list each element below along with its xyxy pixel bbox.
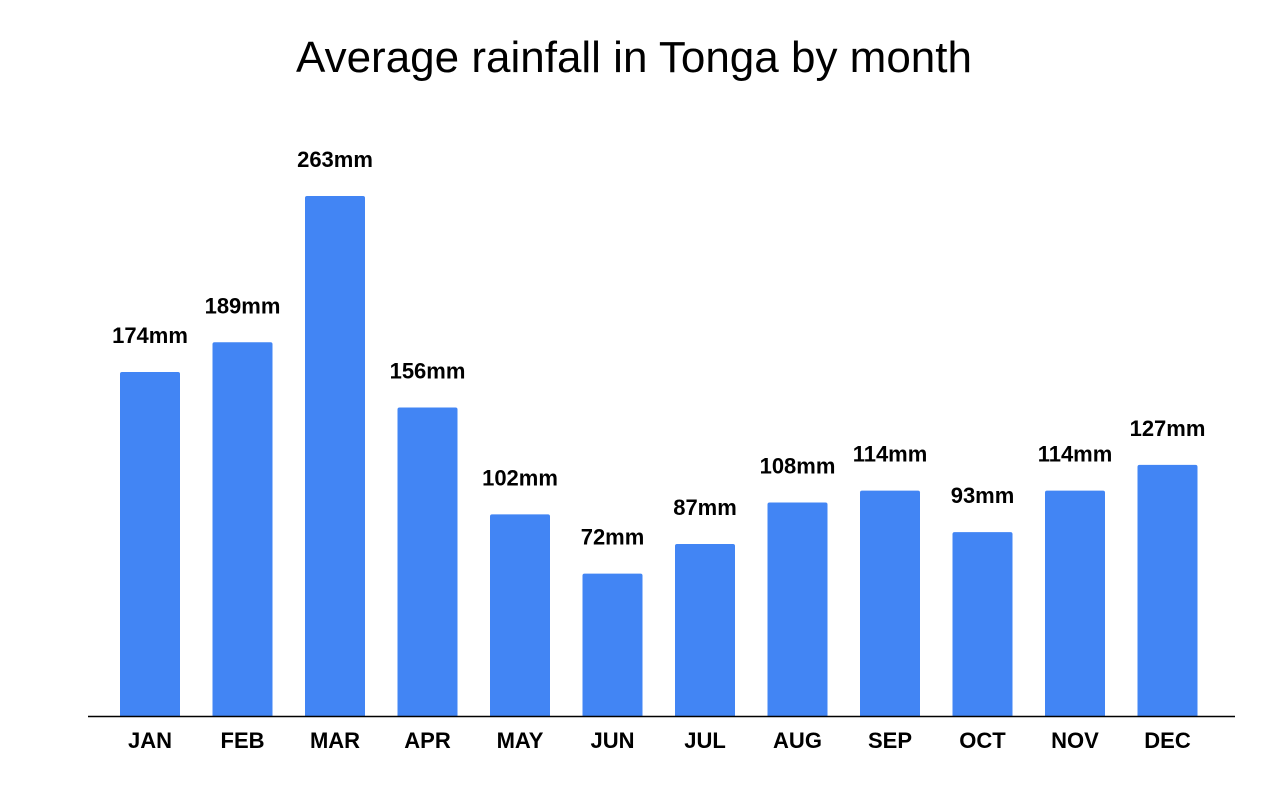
bar-jun: [582, 573, 643, 716]
x-tick-label-mar: MAR: [310, 728, 360, 753]
x-tick-label-apr: APR: [404, 728, 451, 753]
data-label-apr: 156mm: [390, 359, 466, 384]
x-tick-label-feb: FEB: [221, 728, 265, 753]
data-label-oct: 93mm: [951, 483, 1015, 508]
x-tick-label-oct: OCT: [959, 728, 1006, 753]
data-label-aug: 108mm: [760, 453, 836, 478]
bar-sep: [860, 490, 920, 716]
x-tick-label-aug: AUG: [773, 728, 822, 753]
x-tick-label-jun: JUN: [590, 728, 634, 753]
data-label-nov: 114mm: [1038, 442, 1113, 467]
x-tick-label-nov: NOV: [1051, 728, 1099, 753]
bar-apr: [397, 407, 458, 716]
data-label-mar: 263mm: [297, 147, 373, 172]
bar-may: [490, 514, 550, 716]
bar-aug: [767, 502, 828, 716]
bar-jan: [120, 371, 180, 716]
bar-dec: [1137, 464, 1198, 716]
data-label-jul: 87mm: [673, 495, 737, 520]
x-tick-label-sep: SEP: [868, 728, 912, 753]
data-label-may: 102mm: [482, 465, 558, 490]
data-label-jan: 174mm: [112, 323, 188, 348]
chart-title: Average rainfall in Tonga by month: [296, 33, 972, 82]
data-label-jun: 72mm: [581, 525, 645, 550]
data-label-dec: 127mm: [1130, 416, 1206, 441]
data-label-feb: 189mm: [205, 293, 281, 318]
bar-mar: [305, 196, 365, 716]
bar-feb: [212, 342, 273, 716]
bar-jul: [675, 543, 735, 716]
x-tick-label-jul: JUL: [684, 728, 726, 753]
bar-oct: [952, 532, 1013, 716]
x-tick-label-jan: JAN: [128, 728, 172, 753]
data-label-sep: 114mm: [853, 442, 928, 467]
x-tick-label-dec: DEC: [1144, 728, 1191, 753]
bar-nov: [1045, 490, 1105, 716]
x-tick-label-may: MAY: [497, 728, 544, 753]
